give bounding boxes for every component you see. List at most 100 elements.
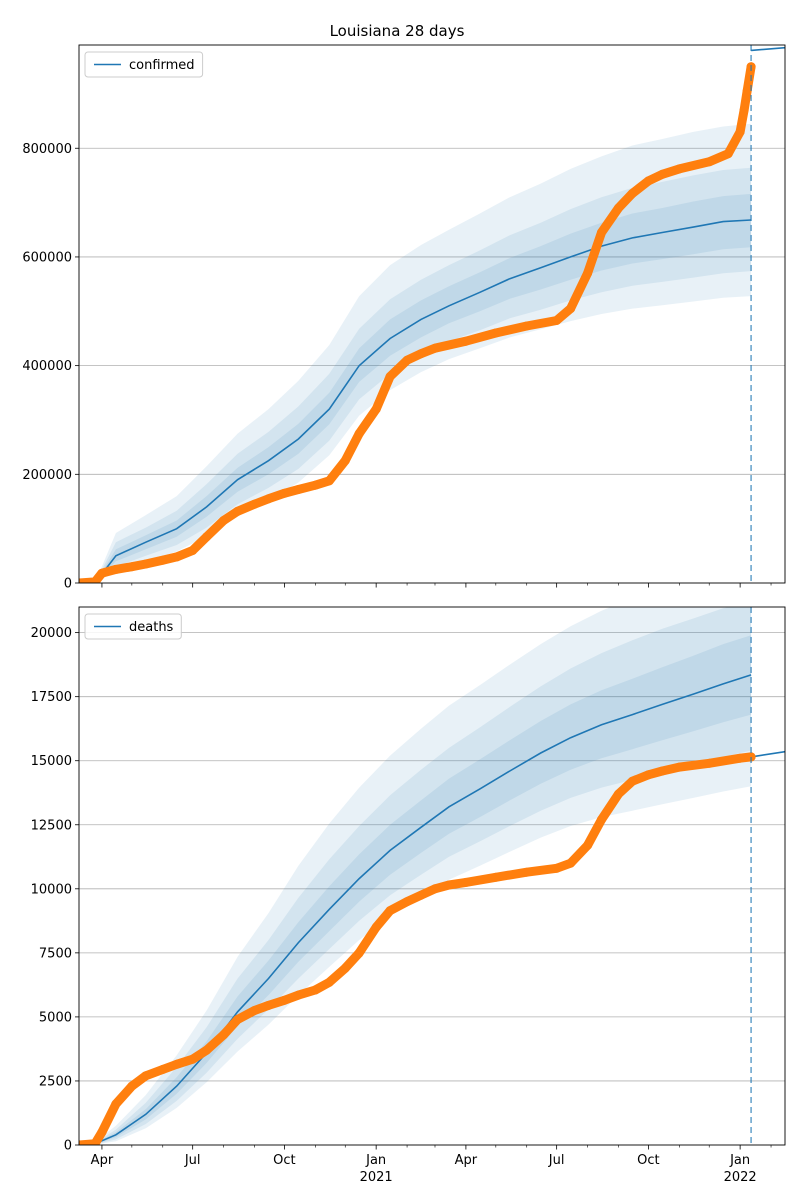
observed-point (416, 349, 426, 359)
observed-point (279, 995, 289, 1005)
y-tick-label: 12500 (31, 818, 72, 833)
observed-point (158, 555, 168, 565)
observed-point (491, 872, 501, 882)
observed-point (643, 770, 653, 780)
observed-point (111, 564, 121, 574)
observed-point (704, 758, 714, 768)
observed-point (385, 906, 395, 916)
observed-point (158, 1064, 168, 1074)
observed-point (704, 157, 714, 167)
observed-point (324, 977, 334, 987)
observed-point (643, 176, 653, 186)
observed-point (172, 1059, 182, 1069)
observed-point (219, 516, 229, 525)
observed-point (552, 316, 562, 325)
observed-point (416, 890, 426, 900)
observed-point (723, 149, 733, 159)
observed-point (264, 1000, 273, 1010)
observed-point (627, 776, 637, 786)
observed-point (746, 752, 756, 762)
observed-point (233, 506, 243, 516)
y-tick-label: 800000 (22, 142, 72, 157)
plot-area (79, 46, 785, 583)
legend-box (84, 613, 182, 640)
observed-point (340, 963, 350, 973)
observed-point (552, 863, 562, 873)
observed-point (354, 948, 364, 958)
observed-point (402, 355, 412, 365)
y-tick-label: 0 (64, 577, 72, 592)
band-80 (79, 167, 752, 583)
band-50 (79, 193, 752, 583)
observed-point (461, 877, 471, 887)
observed-point (202, 532, 212, 542)
observed-point (219, 1030, 229, 1040)
legend-box (84, 51, 204, 78)
observed-point (614, 203, 623, 213)
observed-point (188, 1054, 198, 1064)
forecast-line (750, 750, 785, 758)
observed-point (402, 897, 412, 907)
observed-point (79, 1140, 84, 1145)
legend: deaths (84, 613, 182, 640)
y-tick-label: 20000 (31, 626, 72, 641)
observed-point (461, 336, 471, 346)
x-tick-label: Oct (273, 1153, 295, 1168)
x-tick-label: Oct (637, 1153, 659, 1168)
y-tick-label: 600000 (22, 250, 72, 265)
observed-point (324, 476, 334, 486)
observed-point (597, 228, 606, 237)
observed-point (385, 372, 395, 381)
observed-point (188, 545, 198, 555)
x-tick-label: Jul (184, 1153, 201, 1168)
observed-point (735, 753, 745, 763)
observed-point (127, 1081, 137, 1091)
y-tick-label: 15000 (31, 754, 72, 769)
legend: confirmed (84, 51, 204, 78)
observed-point (583, 840, 593, 850)
model-median-line (79, 219, 752, 583)
observed-point (430, 884, 440, 894)
band-50 (79, 635, 752, 1145)
x-tick-label: Jan (729, 1153, 750, 1168)
observed-point (90, 1139, 100, 1145)
observed-point (627, 188, 637, 198)
observed-point (742, 86, 752, 96)
y-tick-label: 0 (64, 1139, 72, 1154)
observed-point (97, 1127, 107, 1137)
observed-point (340, 456, 350, 466)
observed-point (739, 105, 749, 115)
observed-point (566, 858, 576, 868)
observed-point (566, 304, 576, 314)
observed-point (614, 789, 623, 799)
y-tick-label: 2500 (39, 1074, 72, 1089)
observed-point (735, 127, 745, 137)
observed-point (430, 343, 440, 353)
observed-point (250, 499, 259, 509)
observed-point (141, 1071, 151, 1081)
y-tick-label: 10000 (31, 882, 72, 897)
observed-point (233, 1015, 243, 1024)
observed-point (444, 880, 454, 890)
observed-point (310, 985, 320, 995)
observed-point (293, 990, 303, 1000)
observed-point (491, 328, 501, 338)
observed-point (202, 1045, 212, 1055)
x-tick-label: Apr (455, 1153, 478, 1168)
observed-point (657, 766, 667, 776)
x-tick-label: Apr (91, 1153, 114, 1168)
y-tick-label: 7500 (39, 946, 72, 961)
y-tick-label: 200000 (22, 468, 72, 483)
observed-point (657, 169, 667, 179)
observed-point (141, 559, 151, 569)
y-tick-label: 17500 (31, 690, 72, 705)
observed-point (264, 494, 273, 504)
deaths-panel: 0 2500 5000 7500 10000 12500 15000 17500 20000 Ap… (31, 606, 786, 1185)
observed-point (597, 815, 606, 825)
observed-point (90, 577, 100, 583)
observed-point (310, 480, 320, 490)
observed-point (250, 1006, 259, 1015)
observed-point (522, 321, 532, 331)
observed-point (674, 762, 684, 772)
